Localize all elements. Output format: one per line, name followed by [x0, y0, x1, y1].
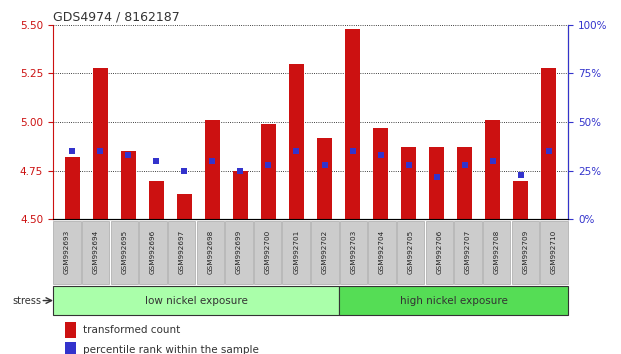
Point	[320, 162, 330, 168]
Point	[404, 162, 414, 168]
Bar	[233, 171, 248, 219]
Point	[432, 174, 442, 179]
Bar	[373, 128, 388, 219]
Text: GSM992702: GSM992702	[322, 230, 328, 274]
Text: GSM992709: GSM992709	[522, 230, 528, 274]
Text: GSM992705: GSM992705	[408, 230, 414, 274]
Bar	[513, 181, 528, 219]
Bar	[205, 120, 220, 219]
Text: GSM992696: GSM992696	[150, 230, 156, 274]
Text: GSM992703: GSM992703	[350, 230, 356, 274]
Point	[124, 152, 134, 158]
Text: GSM992695: GSM992695	[121, 230, 127, 274]
Point	[152, 158, 161, 164]
Point	[487, 158, 497, 164]
Point	[96, 149, 106, 154]
Bar	[65, 157, 80, 219]
Bar	[401, 147, 416, 219]
Text: GSM992706: GSM992706	[437, 230, 442, 274]
Point	[376, 152, 386, 158]
Text: GSM992710: GSM992710	[551, 230, 557, 274]
Bar	[317, 138, 332, 219]
Text: GSM992694: GSM992694	[93, 230, 99, 274]
Text: GSM992698: GSM992698	[207, 230, 213, 274]
Text: GSM992708: GSM992708	[494, 230, 500, 274]
Bar	[457, 147, 473, 219]
Text: stress: stress	[12, 296, 42, 306]
Bar	[93, 68, 108, 219]
Point	[515, 172, 525, 177]
Text: transformed count: transformed count	[83, 325, 180, 335]
Point	[263, 162, 273, 168]
Bar	[120, 152, 136, 219]
Point	[207, 158, 217, 164]
Point	[291, 149, 301, 154]
Text: GSM992700: GSM992700	[265, 230, 271, 274]
Text: high nickel exposure: high nickel exposure	[400, 296, 507, 306]
Text: GSM992701: GSM992701	[293, 230, 299, 274]
Bar	[345, 29, 360, 219]
Text: GSM992707: GSM992707	[465, 230, 471, 274]
Text: GSM992697: GSM992697	[179, 230, 184, 274]
Point	[348, 149, 358, 154]
Text: GSM992699: GSM992699	[236, 230, 242, 274]
Text: GSM992693: GSM992693	[64, 230, 70, 274]
Point	[460, 162, 469, 168]
Text: low nickel exposure: low nickel exposure	[145, 296, 247, 306]
Text: GSM992704: GSM992704	[379, 230, 385, 274]
Bar	[429, 147, 444, 219]
Point	[179, 168, 189, 173]
Bar	[289, 64, 304, 219]
Point	[543, 149, 553, 154]
Bar	[261, 124, 276, 219]
Bar	[541, 68, 556, 219]
Point	[235, 168, 245, 173]
Bar	[177, 194, 192, 219]
Point	[68, 149, 78, 154]
Text: GDS4974 / 8162187: GDS4974 / 8162187	[53, 11, 179, 24]
Bar	[148, 181, 164, 219]
Bar	[485, 120, 501, 219]
Text: percentile rank within the sample: percentile rank within the sample	[83, 344, 258, 354]
